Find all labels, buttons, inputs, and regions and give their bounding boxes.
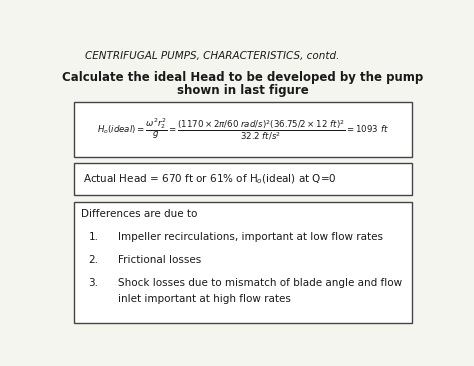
FancyBboxPatch shape [74, 202, 412, 323]
Text: Frictional losses: Frictional losses [118, 255, 201, 265]
Text: Impeller recirculations, important at low flow rates: Impeller recirculations, important at lo… [118, 232, 383, 242]
FancyBboxPatch shape [74, 163, 412, 195]
Text: inlet important at high flow rates: inlet important at high flow rates [118, 294, 291, 304]
Text: 2.: 2. [89, 255, 99, 265]
Text: Shock losses due to mismatch of blade angle and flow: Shock losses due to mismatch of blade an… [118, 278, 402, 288]
Text: 3.: 3. [89, 278, 99, 288]
Text: Calculate the ideal Head to be developed by the pump: Calculate the ideal Head to be developed… [62, 71, 424, 84]
FancyBboxPatch shape [74, 102, 412, 157]
Text: Differences are due to: Differences are due to [82, 209, 198, 219]
Text: 1.: 1. [89, 232, 99, 242]
Text: $H_o(ideal) = \dfrac{\omega^2 r_2^2}{g} = \dfrac{\left(1170\times 2\pi/60\ \math: $H_o(ideal) = \dfrac{\omega^2 r_2^2}{g} … [97, 116, 389, 142]
Text: Actual Head = 670 ft or 61% of H$_o$(ideal) at Q=0: Actual Head = 670 ft or 61% of H$_o$(ide… [83, 172, 337, 186]
Text: CENTRIFUGAL PUMPS, CHARACTERISTICS, contd.: CENTRIFUGAL PUMPS, CHARACTERISTICS, cont… [85, 51, 339, 61]
Text: shown in last figure: shown in last figure [177, 84, 309, 97]
